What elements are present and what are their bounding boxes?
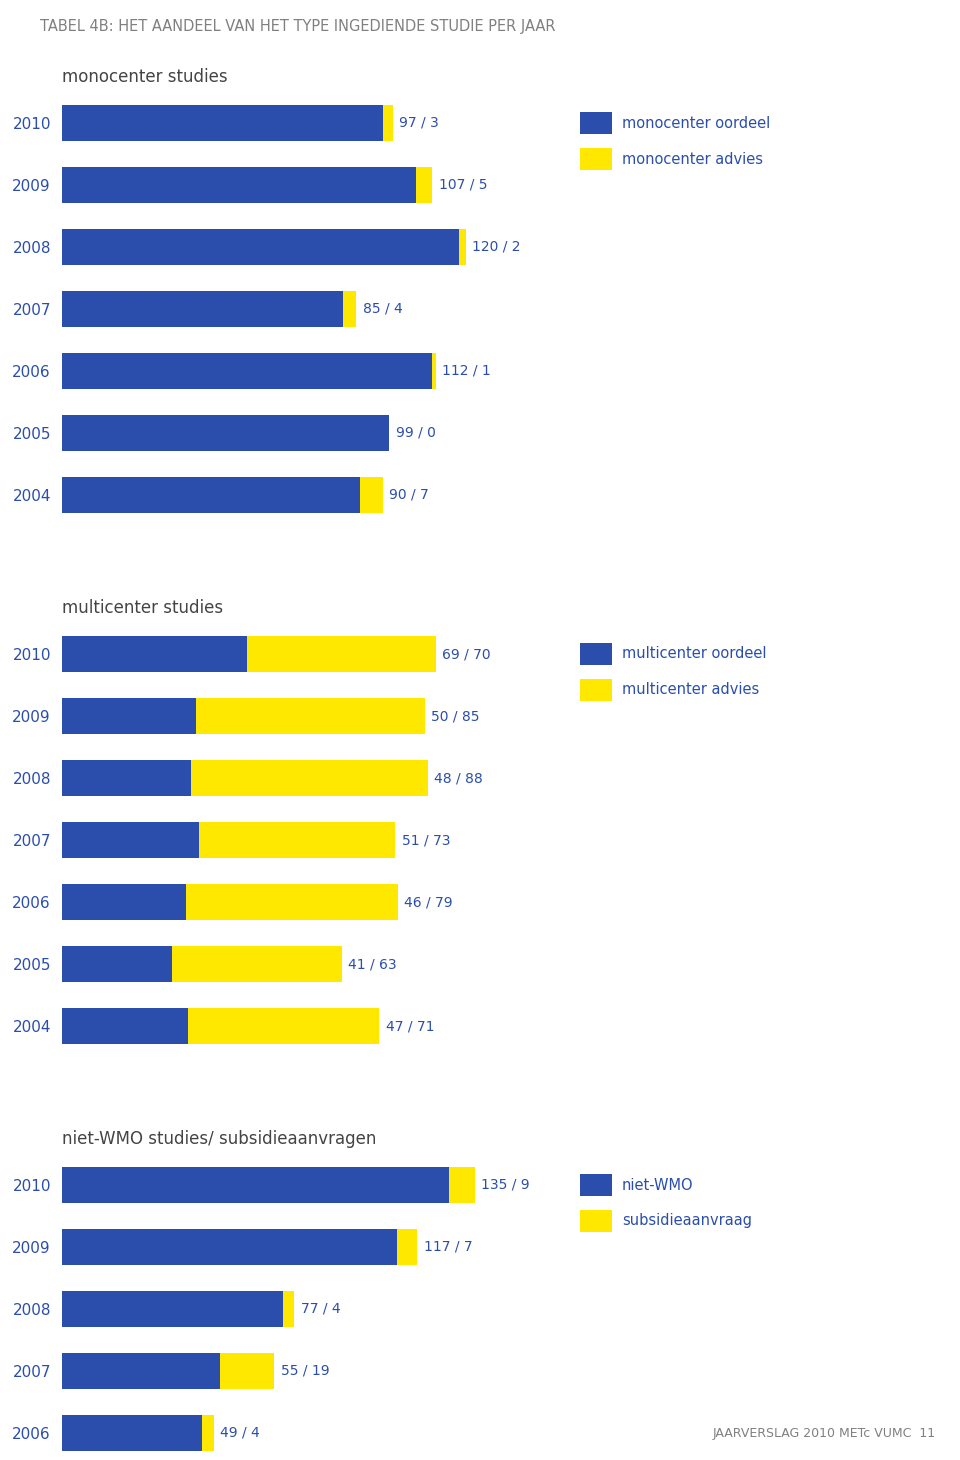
Bar — [416, 166, 432, 203]
Text: 107 / 5: 107 / 5 — [439, 178, 488, 193]
Bar — [62, 698, 197, 734]
Bar — [199, 822, 396, 858]
Bar — [248, 637, 436, 672]
Text: niet-WMO studies/ subsidieaanvragen: niet-WMO studies/ subsidieaanvragen — [62, 1130, 376, 1148]
Bar — [62, 1229, 397, 1264]
Bar — [62, 1167, 449, 1203]
Text: 69 / 70: 69 / 70 — [442, 647, 491, 661]
Text: monocenter studies: monocenter studies — [62, 69, 228, 86]
Bar — [62, 415, 390, 451]
Bar — [283, 1291, 294, 1327]
Text: 48 / 88: 48 / 88 — [434, 771, 483, 785]
Bar — [62, 1415, 203, 1451]
Text: monocenter oordeel: monocenter oordeel — [622, 115, 770, 130]
Bar — [62, 822, 199, 858]
Bar — [459, 229, 466, 264]
Text: multicenter advies: multicenter advies — [622, 682, 759, 698]
Bar — [62, 946, 172, 983]
Text: 46 / 79: 46 / 79 — [404, 895, 453, 910]
Bar — [432, 353, 436, 388]
Bar — [185, 883, 398, 920]
Bar — [449, 1167, 475, 1203]
Bar — [62, 477, 360, 512]
Text: 41 / 63: 41 / 63 — [348, 956, 396, 971]
Bar — [203, 1415, 214, 1451]
Text: 99 / 0: 99 / 0 — [396, 426, 436, 439]
Bar — [62, 166, 416, 203]
Bar — [62, 105, 383, 142]
Bar — [62, 761, 191, 796]
Text: 49 / 4: 49 / 4 — [221, 1426, 260, 1440]
Text: multicenter oordeel: multicenter oordeel — [622, 647, 766, 661]
Text: 77 / 4: 77 / 4 — [300, 1302, 340, 1315]
Bar — [172, 946, 342, 983]
Text: TABEL 4B: HET AANDEEL VAN HET TYPE INGEDIENDE STUDIE PER JAAR: TABEL 4B: HET AANDEEL VAN HET TYPE INGED… — [40, 19, 556, 34]
Text: monocenter advies: monocenter advies — [622, 152, 763, 166]
Text: multicenter studies: multicenter studies — [62, 599, 223, 618]
Text: 90 / 7: 90 / 7 — [390, 488, 429, 502]
Bar — [191, 761, 427, 796]
Text: 120 / 2: 120 / 2 — [472, 239, 520, 254]
Text: 85 / 4: 85 / 4 — [363, 302, 402, 315]
Bar — [343, 291, 356, 327]
Bar — [360, 477, 383, 512]
Text: subsidieaanvraag: subsidieaanvraag — [622, 1213, 752, 1228]
Bar — [62, 1353, 220, 1388]
Text: JAARVERSLAG 2010 METc VUMC  11: JAARVERSLAG 2010 METc VUMC 11 — [712, 1428, 936, 1441]
Text: 117 / 7: 117 / 7 — [424, 1240, 472, 1254]
Text: 51 / 73: 51 / 73 — [401, 834, 450, 847]
Bar — [62, 353, 432, 388]
Bar — [188, 1007, 379, 1044]
Text: niet-WMO: niet-WMO — [622, 1178, 694, 1193]
Text: 97 / 3: 97 / 3 — [399, 115, 439, 130]
Bar — [62, 1291, 283, 1327]
Bar — [62, 637, 248, 672]
Text: 135 / 9: 135 / 9 — [481, 1178, 530, 1191]
Bar — [197, 698, 425, 734]
Bar — [62, 229, 459, 264]
Text: 50 / 85: 50 / 85 — [431, 710, 480, 723]
Bar — [62, 1007, 188, 1044]
Text: 112 / 1: 112 / 1 — [443, 364, 491, 378]
Bar — [383, 105, 393, 142]
Text: 47 / 71: 47 / 71 — [386, 1019, 434, 1034]
Bar — [62, 291, 343, 327]
Bar — [397, 1229, 418, 1264]
Bar — [62, 883, 185, 920]
Text: 55 / 19: 55 / 19 — [280, 1364, 329, 1378]
Bar — [220, 1353, 275, 1388]
